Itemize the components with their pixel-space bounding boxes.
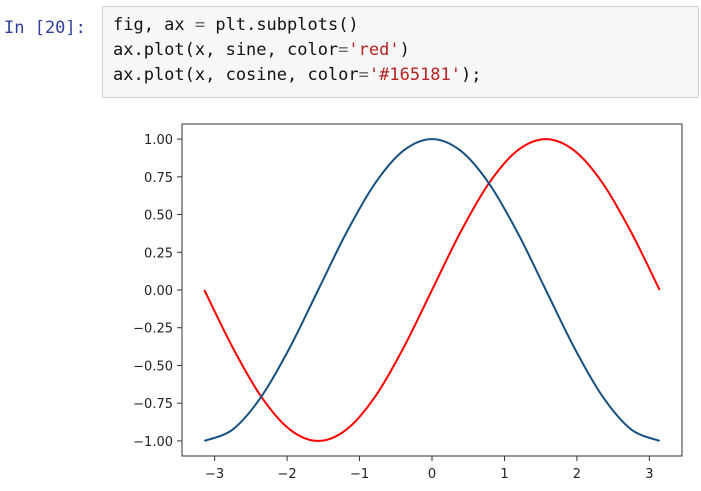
y-tick-label: 0.25 — [144, 246, 173, 261]
cell-prompt: In [20]: — [4, 18, 86, 38]
code-token: ) — [399, 40, 410, 60]
code-token: fig, ax — [113, 15, 195, 35]
code-token: = — [358, 65, 369, 85]
code-token: '#165181' — [368, 65, 462, 85]
line-chart: 1.00 0.75 0.50 0.25 0.00 −0.25 −0.50 −0.75 −1.00… — [133, 123, 683, 482]
code-token: = — [194, 15, 206, 35]
code-token: ax.plot(x, sine, color — [113, 40, 339, 60]
series-line — [203, 138, 661, 442]
x-axis: −3 −2 −1 0 1 2 3 — [205, 456, 654, 482]
y-tick-label: −0.75 — [133, 397, 173, 412]
code-line: fig, ax = plt.subplots() — [113, 13, 698, 38]
y-tick-label: 0.50 — [144, 209, 173, 224]
x-tick-label: 0 — [428, 467, 436, 482]
x-tick-label: −3 — [205, 467, 224, 482]
x-tick-label: 2 — [573, 467, 581, 482]
code-token: ); — [461, 65, 482, 85]
y-tick-label: 0.75 — [144, 171, 173, 186]
y-tick-label: −0.50 — [133, 359, 173, 374]
y-tick-label: −0.25 — [133, 322, 173, 337]
code-line: ax.plot(x, sine, color='red') — [113, 38, 698, 63]
code-token: ax.plot(x, cosine, color — [113, 65, 359, 85]
code-token: plt.subplots() — [205, 15, 359, 35]
y-tick-label: −1.00 — [133, 435, 173, 450]
code-token: = — [338, 40, 349, 60]
x-tick-label: 1 — [500, 467, 508, 482]
plot-lines — [203, 138, 661, 442]
code-cell-input[interactable]: fig, ax = plt.subplots() ax.plot(x, sine… — [102, 6, 699, 98]
cell-output: 1.00 0.75 0.50 0.25 0.00 −0.25 −0.50 −0.75 −1.00… — [102, 104, 699, 487]
x-tick-label: −2 — [277, 467, 296, 482]
y-tick-label: 0.00 — [144, 284, 173, 299]
y-axis: 1.00 0.75 0.50 0.25 0.00 −0.25 −0.50 −0.75 −1.00 — [133, 133, 182, 450]
code-line: ax.plot(x, cosine, color='#165181'); — [113, 63, 698, 88]
x-tick-label: −1 — [350, 467, 369, 482]
code-token: 'red' — [348, 40, 400, 60]
series-line — [203, 138, 661, 442]
y-tick-label: 1.00 — [144, 133, 173, 148]
x-tick-label: 3 — [645, 467, 653, 482]
